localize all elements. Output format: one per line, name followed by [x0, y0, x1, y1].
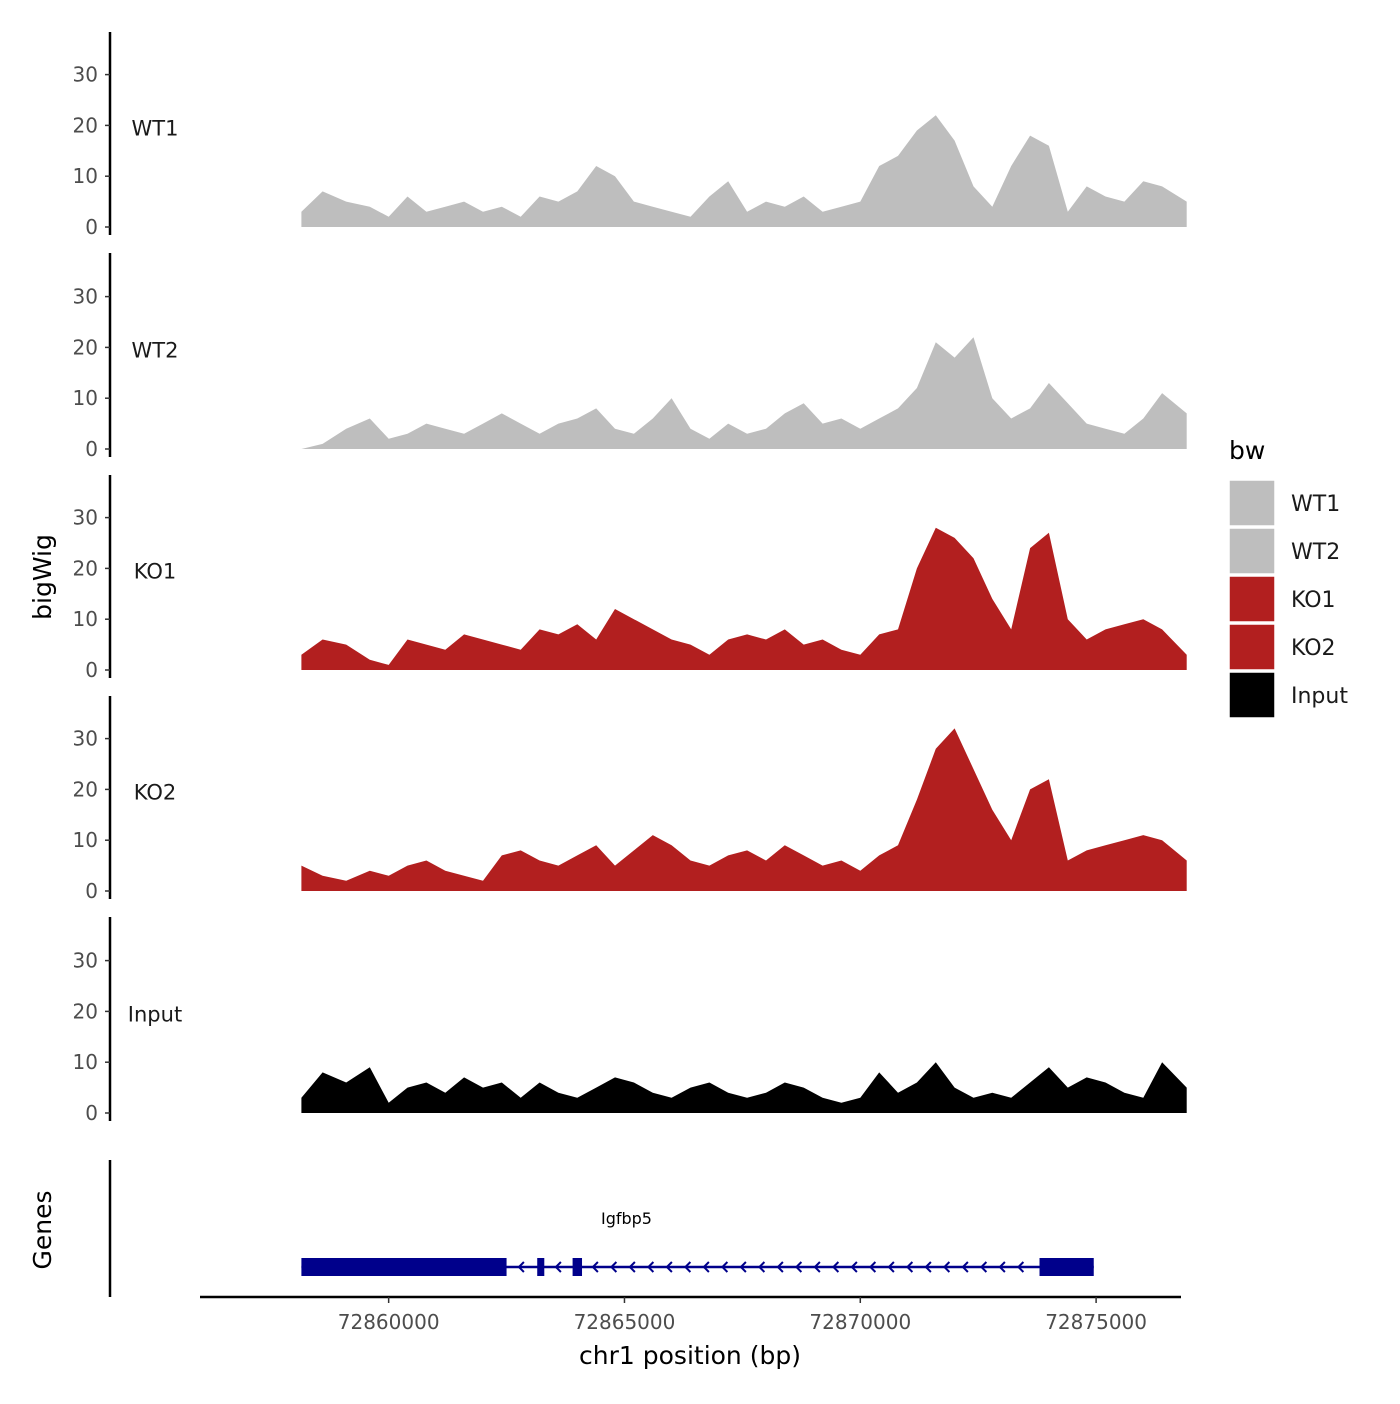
- legend-label-wt1: WT1: [1291, 492, 1340, 517]
- strand-arrow: [887, 1261, 895, 1273]
- strand-arrow: [924, 1261, 932, 1273]
- signal-area-input: [301, 1062, 1187, 1113]
- legend-swatch-wt2: [1228, 527, 1276, 575]
- x-tick-label: 72875000: [1045, 1310, 1147, 1334]
- strand-arrow: [776, 1261, 784, 1273]
- legend-label-ko2: KO2: [1291, 636, 1336, 661]
- strand-arrow: [517, 1261, 525, 1273]
- strand-arrow: [720, 1261, 729, 1273]
- track-wt1: 0 10 20 30 WT1: [73, 32, 1187, 239]
- track-ko1: 0 10 20 30 KO1: [73, 475, 1187, 682]
- y-tick-label: 10: [73, 386, 98, 410]
- legend-label-ko1: KO1: [1291, 588, 1336, 613]
- strand-arrow: [942, 1261, 951, 1273]
- y-tick-label: 10: [73, 828, 98, 852]
- gene-exon: [301, 1258, 507, 1276]
- y-tick-label: 30: [73, 285, 98, 309]
- strand-arrow: [591, 1261, 599, 1273]
- signal-area-ko2: [301, 728, 1187, 891]
- legend-swatch-wt1: [1228, 479, 1276, 527]
- legend-swatch-ko1: [1228, 575, 1276, 623]
- strand-arrow: [554, 1261, 562, 1273]
- signal-area-wt2: [301, 337, 1187, 449]
- legend-label-wt2: WT2: [1291, 540, 1340, 565]
- y-tick-label: 10: [73, 607, 98, 631]
- strand-arrow: [850, 1261, 858, 1273]
- y-tick-label: 0: [85, 215, 98, 239]
- track-wt2: 0 10 20 30 WT2: [73, 253, 1187, 461]
- track-label-wt2: WT2: [132, 339, 179, 363]
- track-label-input: Input: [128, 1003, 182, 1027]
- track-label-wt1: WT1: [132, 117, 179, 141]
- gene-exon: [1039, 1258, 1094, 1276]
- genes-track-title: Genes: [28, 1190, 57, 1269]
- y-tick-label: 20: [73, 113, 98, 137]
- y-tick-label: 0: [85, 658, 98, 682]
- strand-arrow: [868, 1261, 877, 1273]
- track-label-ko1: KO1: [134, 560, 177, 584]
- y-tick-label: 20: [73, 556, 98, 580]
- x-tick-label: 72860000: [338, 1310, 440, 1334]
- strand-arrow: [646, 1261, 655, 1273]
- track-label-ko2: KO2: [134, 781, 177, 805]
- y-tick-label: 30: [73, 949, 98, 973]
- y-tick-label: 0: [85, 1101, 98, 1125]
- track-input: 0 10 20 30 Input: [73, 917, 1187, 1125]
- legend-label-input: Input: [1291, 684, 1348, 709]
- tracks-layer: 0 10 20 30 WT1 0 10 20 30 WT2 0 10 20 30 KO1 0 10 20 30 KO2…: [73, 32, 1187, 1125]
- x-axis-title: chr1 position (bp): [579, 1341, 801, 1370]
- y-tick-label: 10: [73, 1050, 98, 1074]
- legend: bw WT1 WT2 KO1 KO2 Input: [1228, 436, 1348, 719]
- x-axis: 72860000 72865000 72870000 72875000: [200, 1295, 1181, 1334]
- strand-arrow: [628, 1261, 636, 1273]
- x-tick-label: 72865000: [574, 1310, 676, 1334]
- strand-arrow: [609, 1261, 618, 1273]
- y-tick-label: 20: [73, 777, 98, 801]
- legend-title: bw: [1229, 436, 1265, 465]
- signal-area-wt1: [301, 115, 1187, 227]
- strand-arrow: [905, 1261, 914, 1273]
- signal-area-ko1: [301, 527, 1187, 670]
- strand-arrow: [998, 1261, 1006, 1273]
- gene-exon: [537, 1258, 545, 1276]
- strand-arrow: [813, 1261, 821, 1273]
- strand-arrow: [979, 1261, 988, 1273]
- legend-swatch-input: [1228, 671, 1276, 719]
- gene-name-label: Igfbp5: [601, 1209, 652, 1228]
- strand-arrow: [665, 1261, 673, 1273]
- strand-arrow: [794, 1261, 803, 1273]
- strand-arrow: [702, 1261, 710, 1273]
- strand-arrow: [961, 1261, 969, 1273]
- y-tick-label: 10: [73, 164, 98, 188]
- strand-arrow: [1016, 1261, 1025, 1273]
- y-tick-label: 0: [85, 879, 98, 903]
- y-tick-label: 30: [73, 63, 98, 87]
- gene-track: Igfbp5: [108, 1160, 1094, 1297]
- gene-exon: [572, 1258, 583, 1276]
- y-axis-title: bigWig: [28, 534, 57, 620]
- legend-swatch-ko2: [1228, 623, 1276, 671]
- strand-arrow: [683, 1261, 692, 1273]
- y-tick-label: 20: [73, 999, 98, 1023]
- strand-arrow: [831, 1261, 840, 1273]
- track-ko2: 0 10 20 30 KO2: [73, 696, 1187, 903]
- y-tick-label: 30: [73, 506, 98, 530]
- y-tick-label: 0: [85, 437, 98, 461]
- x-tick-label: 72870000: [809, 1310, 911, 1334]
- strand-arrow: [739, 1261, 747, 1273]
- y-tick-label: 20: [73, 335, 98, 359]
- y-tick-label: 30: [73, 727, 98, 751]
- strand-arrow: [757, 1261, 766, 1273]
